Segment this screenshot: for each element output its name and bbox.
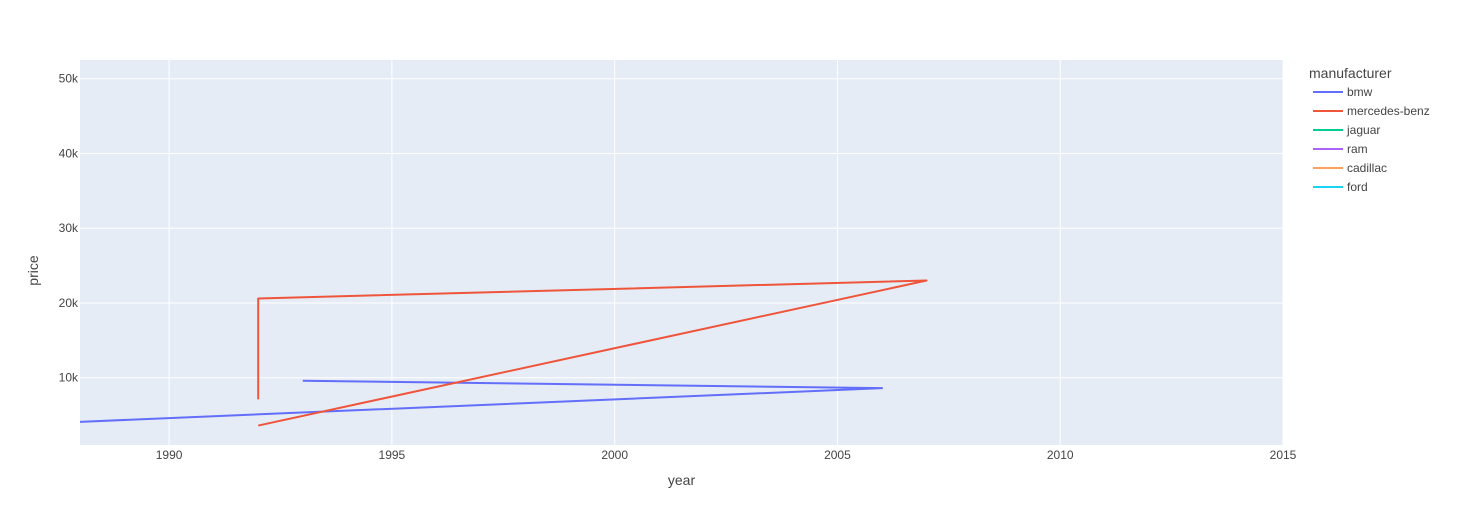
legend-label: jaguar xyxy=(1346,123,1380,137)
legend-title: manufacturer xyxy=(1309,65,1392,81)
legend-label: cadillac xyxy=(1347,161,1387,175)
y-tick-label: 10k xyxy=(59,371,79,385)
plot-background xyxy=(80,60,1283,445)
x-axis-ticks: 1990 1995 2000 2005 2010 2015 xyxy=(156,448,1297,462)
x-tick-label: 1995 xyxy=(379,448,406,462)
x-tick-label: 2000 xyxy=(601,448,628,462)
y-axis-title: price xyxy=(25,255,41,286)
legend-item-mercedes-benz[interactable]: mercedes-benz xyxy=(1313,104,1430,118)
y-tick-label: 50k xyxy=(59,72,79,86)
legend-item-jaguar[interactable]: jaguar xyxy=(1313,123,1380,137)
series-lines xyxy=(79,279,928,427)
legend: manufacturer bmw mercedes-benz jaguar ram ca… xyxy=(1309,65,1430,194)
grid-lines xyxy=(80,60,1284,445)
x-tick-label: 2015 xyxy=(1270,448,1297,462)
legend-item-cadillac[interactable]: cadillac xyxy=(1313,161,1387,175)
y-tick-label: 30k xyxy=(59,221,79,235)
y-tick-label: 40k xyxy=(59,146,79,160)
x-tick-label: 2005 xyxy=(824,448,851,462)
legend-item-ford[interactable]: ford xyxy=(1313,180,1368,194)
legend-label: bmw xyxy=(1347,85,1373,99)
x-tick-label: 2010 xyxy=(1047,448,1074,462)
legend-item-bmw[interactable]: bmw xyxy=(1313,85,1373,99)
series-line-mercedes-benz xyxy=(257,279,928,427)
series-line-bmw xyxy=(79,379,883,423)
y-axis-ticks: 10k 20k 30k 40k 50k xyxy=(59,72,79,385)
legend-label: ram xyxy=(1347,142,1368,156)
x-axis-title: year xyxy=(668,472,696,488)
legend-label: ford xyxy=(1347,180,1368,194)
x-tick-label: 1990 xyxy=(156,448,183,462)
legend-item-ram[interactable]: ram xyxy=(1313,142,1368,156)
legend-label: mercedes-benz xyxy=(1347,104,1430,118)
y-tick-label: 20k xyxy=(59,296,79,310)
